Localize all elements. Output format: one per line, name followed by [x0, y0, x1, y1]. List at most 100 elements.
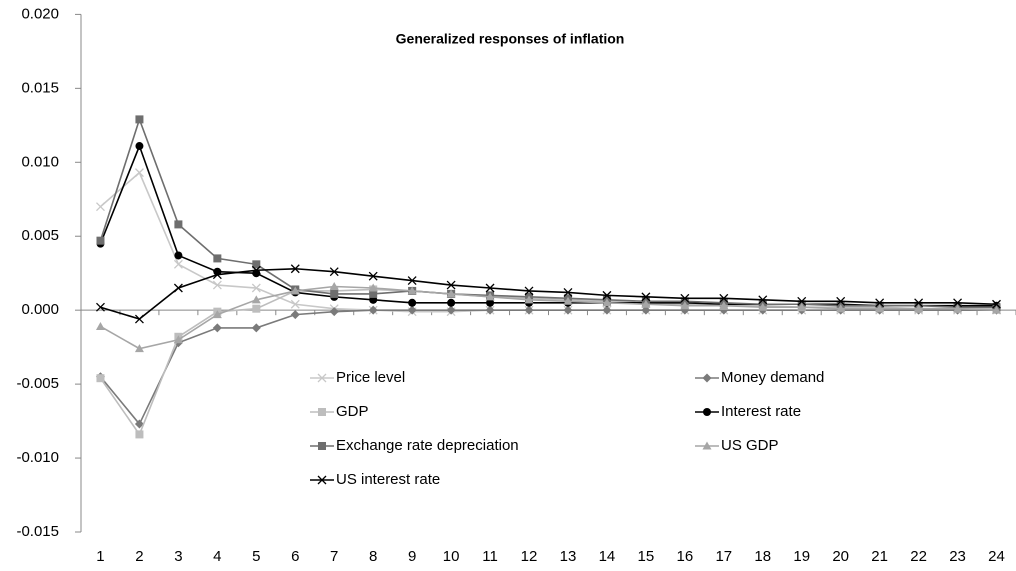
x-tick-label: 18 — [754, 548, 771, 565]
x-tick-label: 10 — [443, 548, 460, 565]
x-tick-label: 24 — [988, 548, 1005, 565]
marker — [96, 236, 105, 245]
marker — [173, 335, 183, 344]
x-tick-label: 9 — [408, 548, 416, 565]
marker — [96, 302, 105, 312]
legend-label: Price level — [336, 369, 405, 386]
x-tick-label: 6 — [291, 548, 299, 565]
marker — [485, 283, 495, 293]
marker — [251, 283, 261, 293]
marker — [408, 298, 417, 307]
marker — [173, 283, 183, 293]
marker — [758, 302, 768, 311]
marker — [563, 305, 573, 315]
marker — [330, 289, 339, 298]
marker — [252, 260, 261, 269]
marker — [602, 298, 612, 307]
marker — [797, 302, 807, 311]
marker — [485, 305, 495, 315]
x-tick-label: 19 — [793, 548, 810, 565]
y-tick-label: -0.010 — [16, 449, 59, 466]
marker — [953, 298, 963, 308]
marker — [212, 323, 222, 333]
x-tick-label: 4 — [213, 548, 221, 565]
marker — [290, 310, 300, 320]
legend-label: US GDP — [721, 437, 779, 454]
marker — [96, 202, 105, 212]
x-tick-label: 13 — [560, 548, 577, 565]
marker — [135, 430, 144, 439]
marker — [485, 292, 495, 301]
marker — [174, 220, 183, 229]
legend-label: GDP — [336, 403, 369, 420]
marker — [875, 298, 885, 308]
marker — [875, 304, 885, 313]
marker — [135, 142, 144, 151]
marker — [134, 344, 144, 353]
x-tick-label: 1 — [96, 548, 104, 565]
x-tick-label: 3 — [174, 548, 182, 565]
x-tick-label: 22 — [910, 548, 927, 565]
marker — [212, 270, 222, 280]
marker — [486, 298, 495, 307]
x-tick-label: 15 — [638, 548, 655, 565]
marker — [251, 265, 261, 275]
marker — [992, 305, 1002, 314]
marker — [251, 323, 261, 333]
marker — [446, 305, 456, 315]
marker — [702, 441, 712, 450]
series-line — [99, 171, 997, 313]
y-tick-label: 0.015 — [21, 79, 59, 96]
x-tick-label: 11 — [482, 548, 498, 565]
marker — [368, 283, 378, 292]
x-tick-label: 20 — [832, 548, 849, 565]
marker — [680, 301, 690, 310]
marker — [95, 321, 105, 330]
marker — [329, 267, 339, 277]
marker — [602, 290, 612, 300]
marker — [446, 289, 456, 298]
marker — [318, 408, 326, 416]
series-line — [99, 143, 997, 307]
marker — [758, 295, 768, 305]
marker — [407, 276, 417, 286]
marker — [836, 304, 846, 313]
marker — [446, 280, 456, 290]
marker — [524, 305, 534, 315]
marker — [318, 442, 326, 450]
x-tick-label: 12 — [521, 548, 538, 565]
chart-title: Generalized responses of inflation — [396, 31, 625, 47]
marker — [524, 286, 534, 296]
series-line — [100, 267, 997, 320]
marker — [134, 168, 144, 178]
marker — [914, 304, 924, 313]
series-line — [99, 309, 997, 426]
marker — [96, 374, 105, 383]
marker — [212, 280, 222, 290]
marker — [317, 475, 327, 485]
marker — [174, 251, 183, 260]
marker — [703, 408, 711, 416]
series-line — [99, 288, 997, 437]
marker — [329, 307, 339, 317]
marker — [290, 299, 300, 309]
marker — [702, 373, 712, 383]
y-tick-label: 0.005 — [21, 227, 59, 244]
marker — [134, 419, 144, 429]
x-tick-label: 7 — [330, 548, 338, 565]
marker — [719, 301, 729, 310]
marker — [368, 305, 378, 315]
marker — [251, 295, 261, 304]
marker — [953, 304, 963, 313]
legend-label: Exchange rate depreciation — [336, 437, 519, 454]
y-tick-label: 0.000 — [21, 301, 59, 318]
x-tick-label: 2 — [135, 548, 143, 565]
marker — [602, 305, 612, 315]
marker — [369, 289, 378, 298]
series-line — [99, 116, 997, 309]
marker — [563, 287, 573, 297]
marker — [641, 305, 651, 315]
marker — [447, 298, 456, 307]
marker — [797, 296, 807, 306]
